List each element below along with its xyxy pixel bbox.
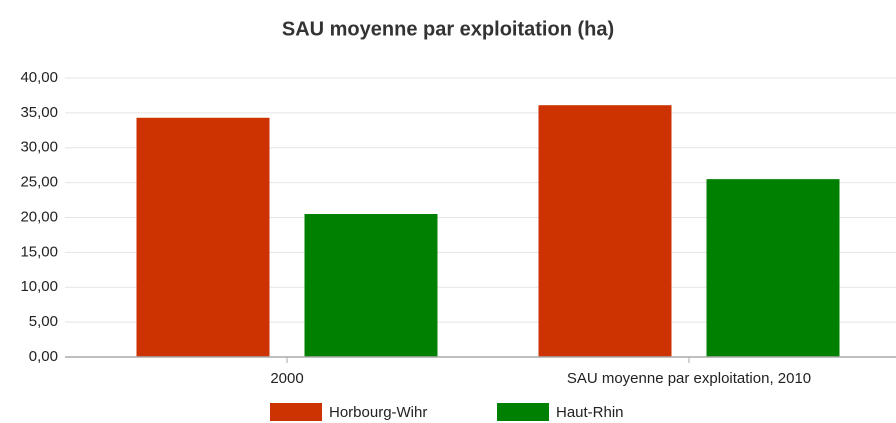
x-tick-label: SAU moyenne par exploitation, 2010 bbox=[567, 370, 811, 387]
y-tick-label: 25,00 bbox=[20, 174, 58, 191]
y-tick-label: 0,00 bbox=[29, 348, 58, 365]
y-tick-label: 10,00 bbox=[20, 278, 58, 295]
legend-label: Haut-Rhin bbox=[556, 404, 624, 421]
x-tick-label: 2000 bbox=[270, 370, 303, 387]
y-tick-label: 40,00 bbox=[20, 69, 58, 86]
bar bbox=[706, 179, 840, 357]
y-tick-label: 30,00 bbox=[20, 139, 58, 156]
chart-title: SAU moyenne par exploitation (ha) bbox=[282, 18, 614, 40]
bar bbox=[538, 105, 672, 357]
y-tick-label: 15,00 bbox=[20, 243, 58, 260]
legend-label: Horbourg-Wihr bbox=[329, 404, 427, 421]
y-tick-label: 20,00 bbox=[20, 208, 58, 225]
y-tick-label: 5,00 bbox=[29, 313, 58, 330]
bar bbox=[136, 117, 270, 357]
legend-swatch bbox=[270, 403, 322, 421]
y-tick-label: 35,00 bbox=[20, 104, 58, 121]
legend-swatch bbox=[497, 403, 549, 421]
bar bbox=[304, 214, 438, 357]
